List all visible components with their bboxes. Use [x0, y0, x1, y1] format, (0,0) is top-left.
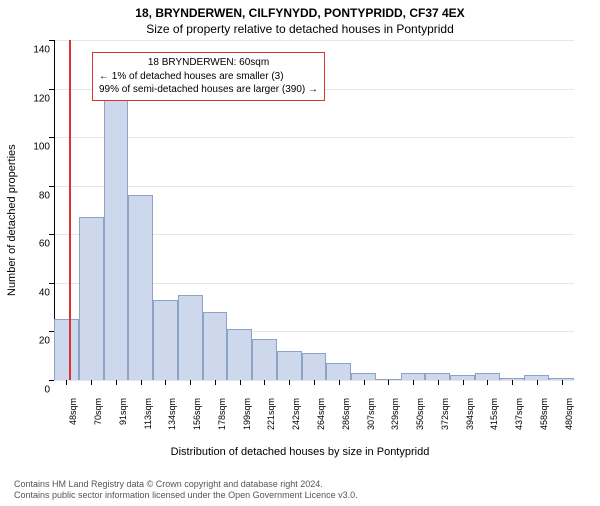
annotation-line1: 18 BRYNDERWEN: 60sqm [99, 56, 318, 70]
annotation-callout: 18 BRYNDERWEN: 60sqm ← 1% of detached ho… [92, 52, 325, 101]
x-axis-label: Distribution of detached houses by size … [0, 446, 600, 458]
x-tickmark [339, 380, 340, 385]
y-tickmark [49, 380, 54, 381]
footer-attribution: Contains HM Land Registry data © Crown c… [14, 479, 358, 502]
x-tickmark [487, 380, 488, 385]
x-tick-label: 48sqm [68, 398, 78, 442]
gridline [54, 40, 574, 41]
x-tickmark [388, 380, 389, 385]
y-tick-label: 140 [26, 45, 50, 56]
histogram-bar [104, 91, 129, 380]
x-tick-label: 458sqm [539, 398, 549, 442]
x-tickmark [190, 380, 191, 385]
y-tick-label: 20 [26, 336, 50, 347]
y-axis-label: Number of detached properties [6, 144, 18, 296]
x-tick-label: 113sqm [143, 398, 153, 442]
x-tick-label: 221sqm [266, 398, 276, 442]
histogram-bar [54, 319, 79, 380]
x-tick-label: 178sqm [217, 398, 227, 442]
footer-line2: Contains public sector information licen… [14, 490, 358, 502]
y-tick-label: 0 [26, 385, 50, 396]
annotation-line2: ← 1% of detached houses are smaller (3) [99, 70, 318, 84]
x-tick-label: 480sqm [564, 398, 574, 442]
histogram-bar [425, 373, 450, 380]
histogram-bar [203, 312, 228, 380]
x-tickmark [240, 380, 241, 385]
gridline [54, 137, 574, 138]
histogram-bar [79, 217, 104, 380]
x-tick-label: 415sqm [489, 398, 499, 442]
y-tick-label: 60 [26, 239, 50, 250]
x-tickmark [314, 380, 315, 385]
histogram-bar [475, 373, 500, 380]
x-tick-label: 264sqm [316, 398, 326, 442]
x-tick-label: 437sqm [514, 398, 524, 442]
x-tick-label: 199sqm [242, 398, 252, 442]
x-tick-label: 286sqm [341, 398, 351, 442]
x-tick-label: 307sqm [366, 398, 376, 442]
histogram-bar [351, 373, 376, 380]
x-tickmark [512, 380, 513, 385]
histogram-bar [153, 300, 178, 380]
x-tickmark [562, 380, 563, 385]
y-tick-label: 100 [26, 142, 50, 153]
x-tick-label: 156sqm [192, 398, 202, 442]
y-tick-label: 40 [26, 287, 50, 298]
x-tickmark [141, 380, 142, 385]
histogram-bar [252, 339, 277, 380]
x-tickmark [438, 380, 439, 385]
x-tickmark [91, 380, 92, 385]
x-tickmark [215, 380, 216, 385]
histogram-bar [277, 351, 302, 380]
x-tick-label: 134sqm [167, 398, 177, 442]
chart-title-address: 18, BRYNDERWEN, CILFYNYDD, PONTYPRIDD, C… [0, 6, 600, 20]
chart-area: 18 BRYNDERWEN: 60sqm ← 1% of detached ho… [54, 40, 574, 380]
annotation-line3: 99% of semi-detached houses are larger (… [99, 83, 318, 97]
property-marker-line [69, 40, 71, 380]
histogram-bar [326, 363, 351, 380]
histogram-bar [227, 329, 252, 380]
x-tickmark [165, 380, 166, 385]
x-tick-label: 70sqm [93, 398, 103, 442]
histogram-bar [178, 295, 203, 380]
x-tickmark [66, 380, 67, 385]
y-tick-label: 120 [26, 93, 50, 104]
x-tickmark [413, 380, 414, 385]
x-tickmark [364, 380, 365, 385]
y-tick-label: 80 [26, 190, 50, 201]
x-tickmark [264, 380, 265, 385]
footer-line1: Contains HM Land Registry data © Crown c… [14, 479, 358, 491]
gridline [54, 186, 574, 187]
histogram-bar [128, 195, 153, 380]
x-tick-label: 372sqm [440, 398, 450, 442]
x-tick-label: 350sqm [415, 398, 425, 442]
x-tickmark [537, 380, 538, 385]
x-tick-label: 329sqm [390, 398, 400, 442]
x-tickmark [289, 380, 290, 385]
x-tick-label: 91sqm [118, 398, 128, 442]
chart-title-subtitle: Size of property relative to detached ho… [0, 22, 600, 36]
histogram-bar [401, 373, 426, 380]
x-tick-label: 242sqm [291, 398, 301, 442]
x-tick-label: 394sqm [465, 398, 475, 442]
x-tickmark [463, 380, 464, 385]
x-tickmark [116, 380, 117, 385]
histogram-bar [302, 353, 327, 380]
